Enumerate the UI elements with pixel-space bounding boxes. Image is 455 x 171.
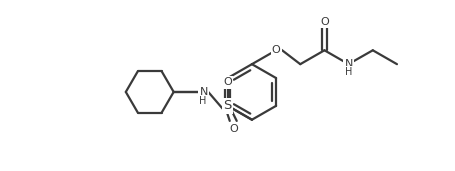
Text: O: O (223, 77, 232, 87)
Text: H: H (345, 67, 352, 77)
Text: O: O (320, 17, 329, 27)
Text: H: H (199, 96, 206, 106)
Text: O: O (229, 124, 238, 134)
Text: S: S (223, 99, 232, 112)
Text: O: O (272, 45, 280, 55)
Text: N: N (344, 59, 353, 69)
Text: N: N (199, 87, 208, 97)
